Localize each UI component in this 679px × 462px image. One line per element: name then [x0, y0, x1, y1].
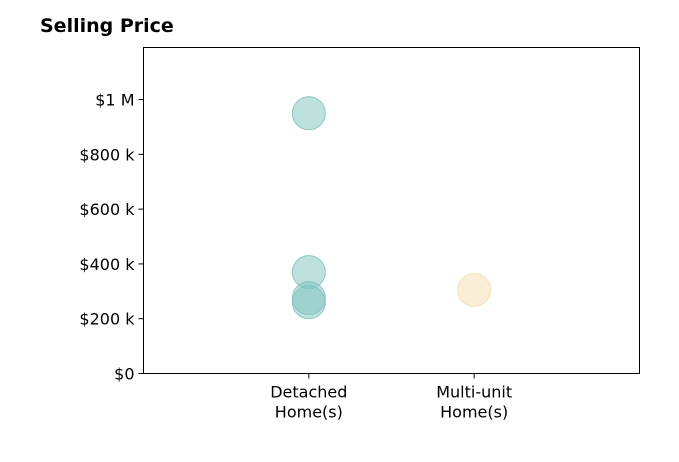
data-point — [291, 285, 326, 320]
x-tick-label: Multi-unit — [436, 383, 512, 402]
x-tick-label: Detached — [270, 383, 347, 402]
y-tick-label: $400 k — [79, 255, 135, 274]
y-tick-label: $0 — [114, 365, 134, 384]
x-tick-label: Home(s) — [275, 403, 343, 422]
y-tick-label: $1 M — [95, 91, 134, 110]
y-tick-label: $800 k — [79, 145, 135, 164]
y-tick-label: $200 k — [79, 310, 135, 329]
data-point — [457, 272, 492, 307]
data-points — [291, 96, 492, 320]
y-tick-label: $600 k — [79, 200, 135, 219]
chart-title: Selling Price — [40, 15, 174, 37]
x-tick-label: Home(s) — [440, 403, 508, 422]
plot-frame — [143, 47, 640, 374]
data-point — [291, 96, 326, 131]
y-axis-ticks: $0 $200 k $400 k $600 k $800 k $1 M — [79, 91, 144, 384]
